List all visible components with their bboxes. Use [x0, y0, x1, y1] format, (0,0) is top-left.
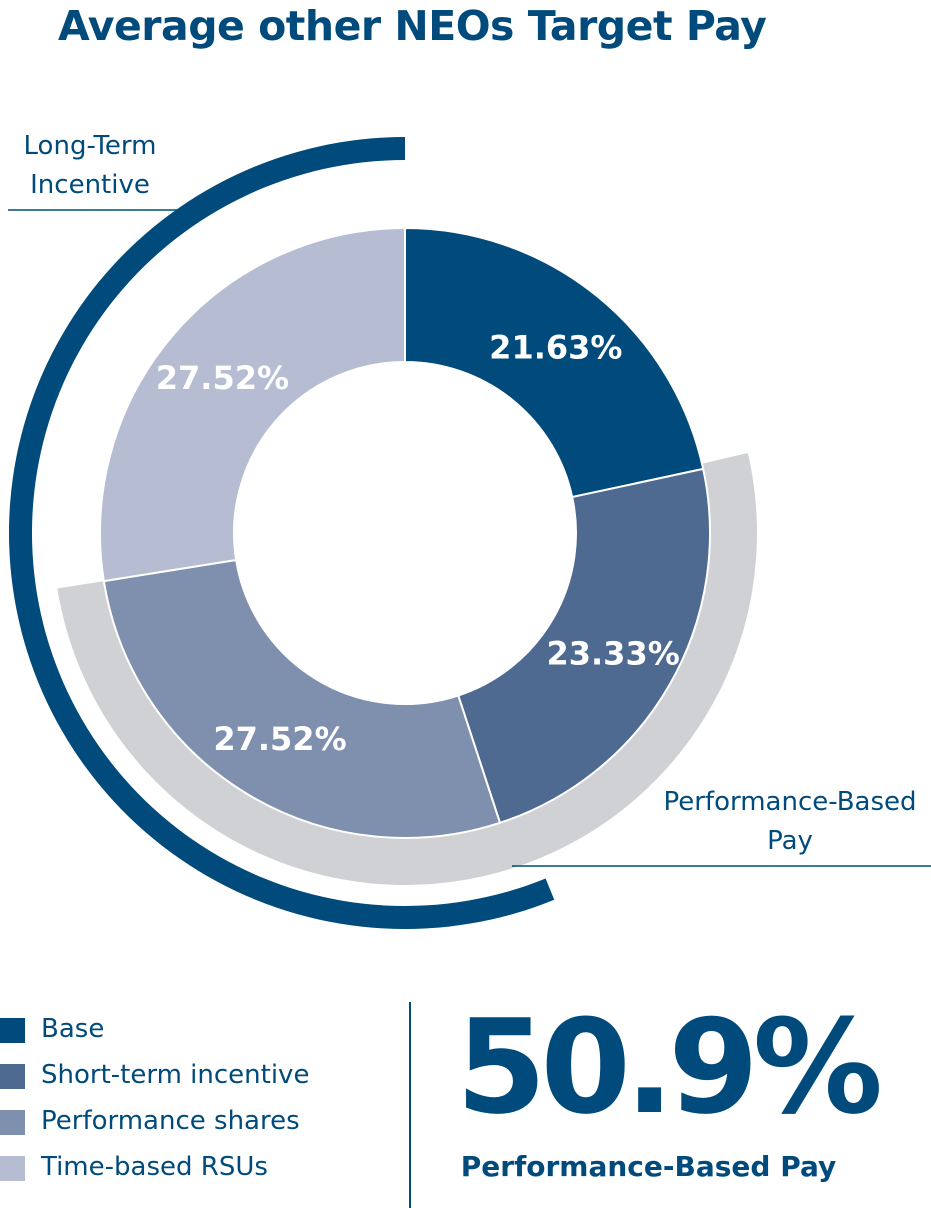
performance-based-pay-caption: Performance-Based Pay: [460, 1150, 837, 1183]
legend-swatch: [0, 1110, 25, 1135]
data-label-base: 21.63%: [489, 328, 622, 366]
legend-label: Short-term incentive: [41, 1060, 310, 1090]
pbp-label-line-1: Performance-Based: [663, 787, 916, 817]
performance-based-pay-value: 50.9%: [456, 991, 883, 1143]
donut-chart: 21.63% 23.33% 27.52% 27.52% Long-Term Incen…: [8, 131, 931, 930]
pbp-label-line-2: Pay: [767, 826, 813, 856]
slice-time-based-rsus: [99, 226, 406, 583]
legend-swatch: [0, 1156, 25, 1181]
legend-label: Time-based RSUs: [41, 1152, 268, 1182]
slice-performance-shares: [102, 558, 502, 839]
data-label-time-based-rsus: 27.52%: [156, 359, 289, 397]
data-label-short-term-incentive: 23.33%: [546, 634, 679, 672]
slice-short-term-incentive: [456, 467, 711, 825]
legend-swatch: [0, 1018, 25, 1043]
chart-title: Average other NEOs Target Pay: [58, 2, 767, 50]
data-label-performance-shares: 27.52%: [213, 720, 346, 758]
lti-label-line-1: Long-Term: [24, 131, 157, 161]
legend-label: Performance shares: [41, 1106, 300, 1136]
legend-swatch: [0, 1064, 25, 1089]
divider: [409, 1002, 411, 1208]
slice-base: [404, 226, 705, 499]
legend-label: Base: [41, 1014, 105, 1044]
lti-label-line-2: Incentive: [30, 170, 150, 200]
